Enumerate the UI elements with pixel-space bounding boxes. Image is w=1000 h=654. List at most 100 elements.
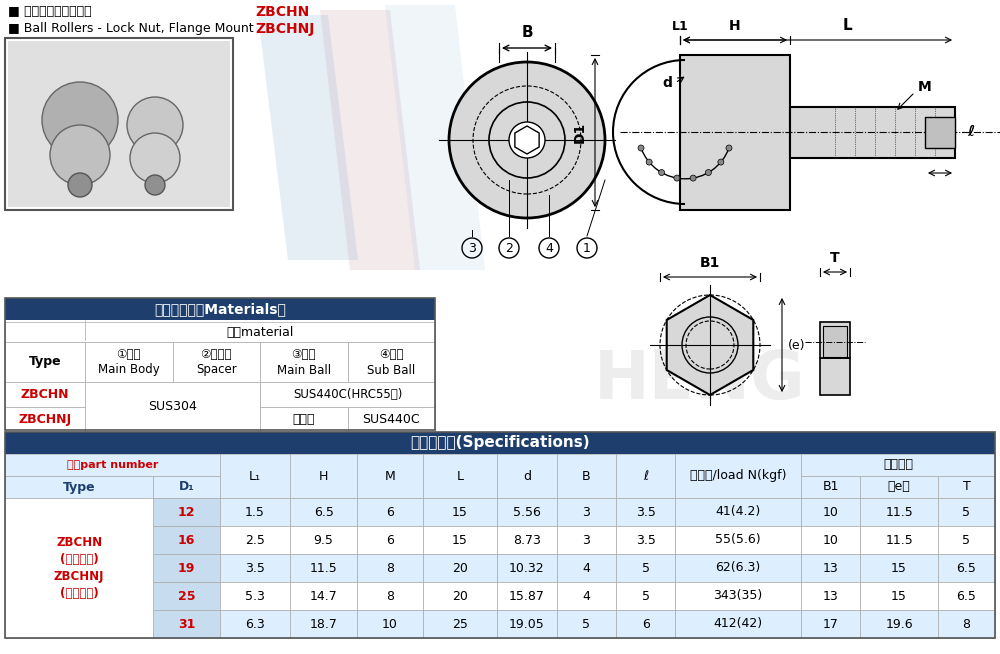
Text: 11.5: 11.5: [310, 562, 337, 574]
Bar: [938, 498, 995, 526]
Bar: [860, 582, 938, 610]
Bar: [423, 498, 497, 526]
Bar: [801, 498, 860, 526]
Bar: [925, 117, 955, 148]
Text: 材质material: 材质material: [226, 326, 294, 339]
Text: （e）: （e）: [888, 481, 910, 494]
Circle shape: [42, 82, 118, 158]
Bar: [85, 382, 260, 432]
Bar: [348, 407, 435, 432]
Text: 20: 20: [452, 562, 468, 574]
Text: ④副球
Sub Ball: ④副球 Sub Ball: [367, 347, 415, 377]
Text: 9.5: 9.5: [314, 534, 334, 547]
Bar: [938, 554, 995, 582]
Bar: [423, 526, 497, 554]
Bar: [220, 610, 290, 638]
Text: 15: 15: [452, 534, 468, 547]
Bar: [497, 498, 557, 526]
Bar: [616, 582, 675, 610]
Bar: [820, 322, 850, 358]
Circle shape: [130, 133, 180, 183]
Text: 20: 20: [452, 589, 468, 602]
Bar: [675, 610, 801, 638]
Bar: [820, 358, 850, 395]
Bar: [616, 554, 675, 582]
Bar: [348, 342, 435, 382]
Text: 8: 8: [386, 562, 394, 574]
Text: ZBCHNJ: ZBCHNJ: [255, 22, 314, 36]
Bar: [290, 554, 357, 582]
Text: SUS304: SUS304: [148, 400, 197, 413]
Circle shape: [127, 97, 183, 153]
Bar: [675, 498, 801, 526]
Bar: [220, 582, 290, 610]
Bar: [357, 554, 423, 582]
Text: T: T: [830, 251, 840, 265]
Text: 19.05: 19.05: [509, 617, 545, 630]
Text: 聚缩醇: 聚缩醇: [292, 413, 315, 426]
Text: L: L: [457, 470, 464, 483]
Bar: [801, 454, 995, 476]
Bar: [290, 454, 357, 498]
Text: 5: 5: [962, 506, 970, 519]
Circle shape: [50, 125, 110, 185]
Bar: [5, 498, 153, 638]
Text: B1: B1: [822, 481, 839, 494]
Text: ①主体
Main Body: ①主体 Main Body: [98, 347, 160, 377]
Text: 材质对照表（Materials）: 材质对照表（Materials）: [154, 302, 286, 316]
Text: 10: 10: [382, 617, 398, 630]
Text: 6.5: 6.5: [957, 589, 976, 602]
Text: 3: 3: [582, 506, 590, 519]
Text: 5: 5: [962, 534, 970, 547]
Text: 62(6.3): 62(6.3): [715, 562, 761, 574]
Bar: [173, 342, 260, 382]
Bar: [790, 107, 955, 158]
Bar: [557, 498, 616, 526]
Bar: [260, 382, 435, 407]
Text: 31: 31: [178, 617, 195, 630]
Text: D1: D1: [573, 122, 587, 143]
Bar: [5, 454, 220, 476]
Bar: [497, 610, 557, 638]
Text: 6.5: 6.5: [957, 562, 976, 574]
Text: 螺母尺寸: 螺母尺寸: [883, 458, 913, 472]
Circle shape: [726, 145, 732, 151]
Text: 10: 10: [823, 534, 839, 547]
Bar: [616, 526, 675, 554]
Text: 14.7: 14.7: [310, 589, 337, 602]
Text: 8: 8: [386, 589, 394, 602]
Text: Type: Type: [63, 481, 96, 494]
Text: H: H: [319, 470, 328, 483]
Text: 18.7: 18.7: [310, 617, 338, 630]
Text: 19.6: 19.6: [885, 617, 913, 630]
Text: H: H: [729, 19, 741, 33]
Bar: [860, 610, 938, 638]
Text: 15: 15: [891, 562, 907, 574]
Bar: [801, 526, 860, 554]
Bar: [801, 582, 860, 610]
Bar: [423, 454, 497, 498]
Text: ②调整环
Spacer: ②调整环 Spacer: [196, 347, 237, 377]
Text: 11.5: 11.5: [885, 506, 913, 519]
Bar: [557, 582, 616, 610]
Circle shape: [674, 175, 680, 181]
Bar: [497, 582, 557, 610]
Bar: [860, 526, 938, 554]
Bar: [357, 498, 423, 526]
Text: ℓ: ℓ: [643, 470, 648, 483]
Circle shape: [449, 62, 605, 218]
Bar: [153, 582, 220, 610]
Polygon shape: [385, 5, 485, 270]
Text: L1: L1: [672, 20, 688, 33]
Bar: [675, 454, 801, 498]
Bar: [675, 554, 801, 582]
Bar: [557, 554, 616, 582]
Text: Type: Type: [29, 356, 61, 368]
Bar: [557, 610, 616, 638]
Text: 1.5: 1.5: [245, 506, 265, 519]
Text: L: L: [843, 18, 852, 33]
Bar: [5, 382, 85, 407]
Text: 25: 25: [178, 589, 195, 602]
Bar: [220, 498, 290, 526]
Text: B1: B1: [700, 256, 720, 270]
